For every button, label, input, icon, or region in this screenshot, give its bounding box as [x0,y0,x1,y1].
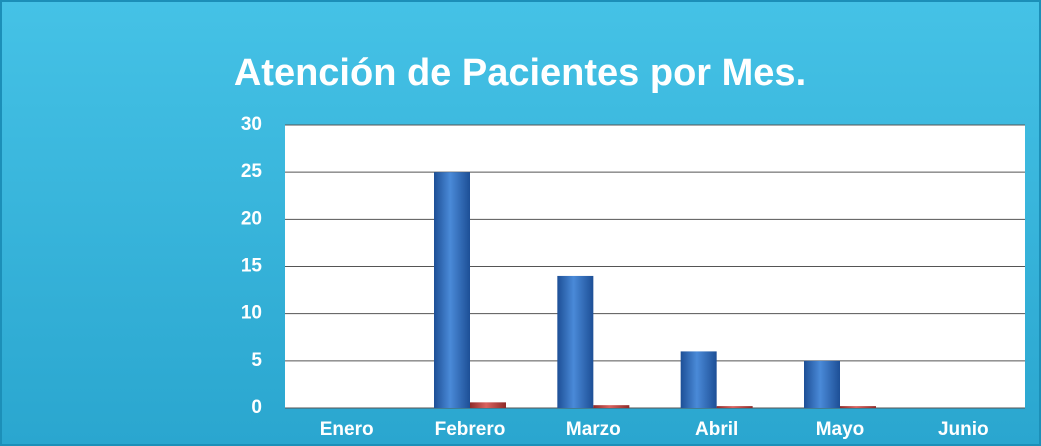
x-tick-label: Marzo [566,419,621,440]
y-tick-label: 0 [251,397,262,418]
x-tick-label: Enero [320,419,374,440]
bar [680,351,717,408]
y-tick-label: 15 [241,256,263,277]
x-tick-label: Mayo [816,419,865,440]
bar [716,406,753,408]
x-tick-label: Febrero [435,419,506,440]
bar [470,402,506,408]
y-tick-label: 20 [241,208,262,229]
chart-title: Atención de Pacientes por Mes. [234,52,806,94]
bar [434,172,470,408]
x-tick-label: Junio [938,419,989,440]
bar [840,406,876,408]
y-tick-label: 30 [241,114,262,135]
y-tick-label: 25 [241,161,263,182]
bar [804,360,840,408]
y-tick-label: 10 [241,303,262,324]
y-tick-label: 5 [251,350,262,371]
bar [557,275,594,408]
x-tick-label: Abril [695,419,738,440]
bar [593,405,630,408]
